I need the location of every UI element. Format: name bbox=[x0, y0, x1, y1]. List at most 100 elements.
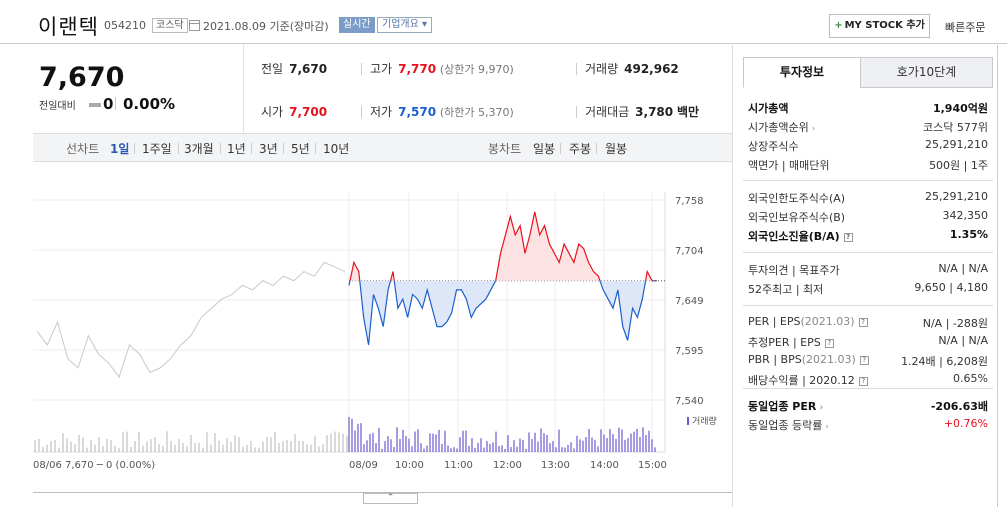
info-row-value: 25,291,210 bbox=[925, 138, 988, 151]
divider bbox=[178, 143, 179, 154]
chart-bottom-border bbox=[33, 492, 732, 493]
info-row-value: N/A | N/A bbox=[938, 262, 988, 275]
market-badge: 코스닥 bbox=[152, 18, 188, 33]
y-tick-label: 7,540 bbox=[675, 396, 704, 407]
x-tick-label: 13:00 bbox=[541, 460, 570, 471]
help-icon[interactable]: ? bbox=[859, 356, 869, 365]
info-row-value: 0.65% bbox=[953, 372, 988, 385]
info-row-label: 시가총액 bbox=[748, 102, 789, 115]
volume: 거래량 492,962 bbox=[585, 62, 679, 76]
down-area bbox=[349, 280, 657, 345]
period-1d[interactable]: 1일 bbox=[110, 142, 130, 156]
help-icon[interactable]: ? bbox=[858, 318, 868, 327]
info-row: 배당수익률 | 2020.12? 0.65% bbox=[748, 372, 988, 391]
candle-chart-label: 봉차트 bbox=[488, 142, 522, 156]
tab-investment-info[interactable]: 투자정보 bbox=[743, 57, 861, 88]
info-row-value: 500원 | 1주 bbox=[929, 159, 988, 172]
info-row-value: 1.35% bbox=[949, 228, 988, 241]
scrollbar[interactable] bbox=[997, 45, 1007, 507]
stock-code: 054210 bbox=[104, 19, 146, 32]
company-info-dropdown[interactable]: 기업개요 ▾ bbox=[377, 17, 433, 33]
price-line-down bbox=[348, 280, 657, 346]
divider bbox=[283, 143, 284, 154]
info-row: PBR | BPS(2021.03)? 1.24배 | 6,208원 bbox=[748, 353, 988, 372]
quick-order-link[interactable]: 빠른주문 bbox=[945, 21, 986, 34]
base-date: 2021.08.09 기준(장마감) bbox=[203, 20, 329, 33]
chart-toolbar: 선차트 1일 1주일 3개월 1년 3년 5년 10년 봉차트 일봉 주봉 월봉 bbox=[33, 133, 732, 162]
info-row: 액면가 | 매매단위 500원 | 1주 bbox=[748, 157, 988, 176]
info-row-value: +0.76% bbox=[943, 417, 988, 430]
period-3m[interactable]: 3개월 bbox=[184, 142, 214, 156]
info-row[interactable]: 동일업종 등락률 › +0.76% bbox=[748, 417, 988, 436]
divider bbox=[361, 106, 362, 118]
info-row-value: 코스닥 577위 bbox=[923, 121, 988, 134]
stock-header: 이랜텍 054210 코스닥 2021.08.09 기준(장마감) 실시간 기업… bbox=[0, 0, 1007, 44]
info-row: 투자의견 | 목표주가 N/A | N/A bbox=[748, 262, 988, 281]
current-price: 7,670 bbox=[39, 62, 125, 93]
info-row-label: 시가총액순위 › bbox=[748, 121, 816, 134]
x-tick-label: 11:00 bbox=[444, 460, 473, 471]
period-1w[interactable]: 1주일 bbox=[142, 142, 172, 156]
help-icon[interactable]: ? bbox=[843, 233, 853, 242]
divider bbox=[115, 97, 116, 110]
info-row-value: N/A | -288원 bbox=[922, 317, 988, 330]
current-price-box: 7,670 전일대비 0 0.00% bbox=[33, 45, 243, 133]
open-price: 시가 7,700 bbox=[261, 105, 328, 119]
period-10y[interactable]: 10년 bbox=[323, 142, 350, 156]
divider bbox=[220, 143, 221, 154]
x-tick-label: 12:00 bbox=[493, 460, 522, 471]
volume-legend: 거래량 bbox=[687, 414, 717, 427]
help-icon[interactable]: ? bbox=[858, 377, 868, 386]
info-row-label: PER | EPS(2021.03)? bbox=[748, 315, 868, 328]
info-row: 52주최고 | 최저 9,650 | 4,180 bbox=[748, 281, 988, 300]
period-3y[interactable]: 3년 bbox=[259, 142, 278, 156]
divider bbox=[560, 143, 561, 154]
chevron-right-icon: › bbox=[808, 124, 816, 134]
y-tick-label: 7,704 bbox=[675, 246, 704, 257]
info-row[interactable]: 시가총액순위 › 코스닥 577위 bbox=[748, 119, 988, 138]
info-row-value: 342,350 bbox=[942, 209, 989, 222]
divider bbox=[315, 143, 316, 154]
info-row[interactable]: 동일업종 PER › -206.63배 bbox=[748, 398, 988, 417]
info-row-label: 52주최고 | 최저 bbox=[748, 283, 824, 296]
x-tick-label: 08/09 bbox=[349, 460, 378, 471]
info-row: PER | EPS(2021.03)? N/A | -288원 bbox=[748, 315, 988, 334]
group-divider bbox=[743, 180, 993, 181]
flat-change-icon bbox=[89, 103, 101, 107]
price-line-up bbox=[349, 211, 657, 281]
candle-monthly[interactable]: 월봉 bbox=[605, 142, 628, 156]
low-price: 저가 7,570 (하한가 5,370) bbox=[370, 105, 514, 119]
info-row-label: 배당수익률 | 2020.12? bbox=[748, 372, 868, 388]
candle-weekly[interactable]: 주봉 bbox=[569, 142, 592, 156]
plus-icon: + bbox=[834, 20, 843, 31]
add-mystock-button[interactable]: + MY STOCK 추가 bbox=[829, 14, 930, 38]
info-row-label: 외국인보유주식수(B) bbox=[748, 211, 846, 224]
info-row-label: 동일업종 등락률 › bbox=[748, 419, 829, 432]
period-5y[interactable]: 5년 bbox=[291, 142, 310, 156]
chart-svg: 7,758 7,704 7,649 7,595 7,540 08/09 10:00 11:00… bbox=[33, 192, 704, 471]
collapse-chevron-up-icon[interactable]: ⌃ bbox=[363, 493, 418, 504]
quote-grid: 전일 7,670 고가 7,770 (상한가 9,970) 거래량 492,962 시… bbox=[243, 45, 732, 133]
divider bbox=[596, 143, 597, 154]
y-tick-label: 7,649 bbox=[675, 296, 704, 307]
line-chart-label: 선차트 bbox=[66, 142, 100, 156]
prev-close: 전일 7,670 bbox=[261, 62, 328, 76]
calendar-icon bbox=[189, 20, 200, 31]
help-icon[interactable]: ? bbox=[824, 339, 834, 348]
group-divider bbox=[743, 388, 993, 389]
info-row-label: PBR | BPS(2021.03)? bbox=[748, 353, 869, 366]
candle-daily[interactable]: 일봉 bbox=[533, 142, 556, 156]
info-row-label: 동일업종 PER › bbox=[748, 400, 824, 413]
period-1y[interactable]: 1년 bbox=[227, 142, 246, 156]
divider bbox=[361, 63, 362, 75]
high-price: 고가 7,770 (상한가 9,970) bbox=[370, 62, 514, 76]
x-tick-label: 10:00 bbox=[395, 460, 424, 471]
chevron-right-icon: › bbox=[816, 403, 824, 413]
trade-amount: 거래대금 3,780 백만 bbox=[585, 105, 700, 119]
group-divider bbox=[743, 252, 993, 253]
info-row-label: 추정PER | EPS? bbox=[748, 334, 834, 350]
tab-orderbook[interactable]: 호가10단계 bbox=[860, 57, 993, 88]
price-chart[interactable]: 7,758 7,704 7,649 7,595 7,540 08/09 10:00 11:00… bbox=[33, 162, 732, 492]
x-tick-label: 14:00 bbox=[590, 460, 619, 471]
realtime-button[interactable]: 실시간 bbox=[339, 17, 375, 33]
